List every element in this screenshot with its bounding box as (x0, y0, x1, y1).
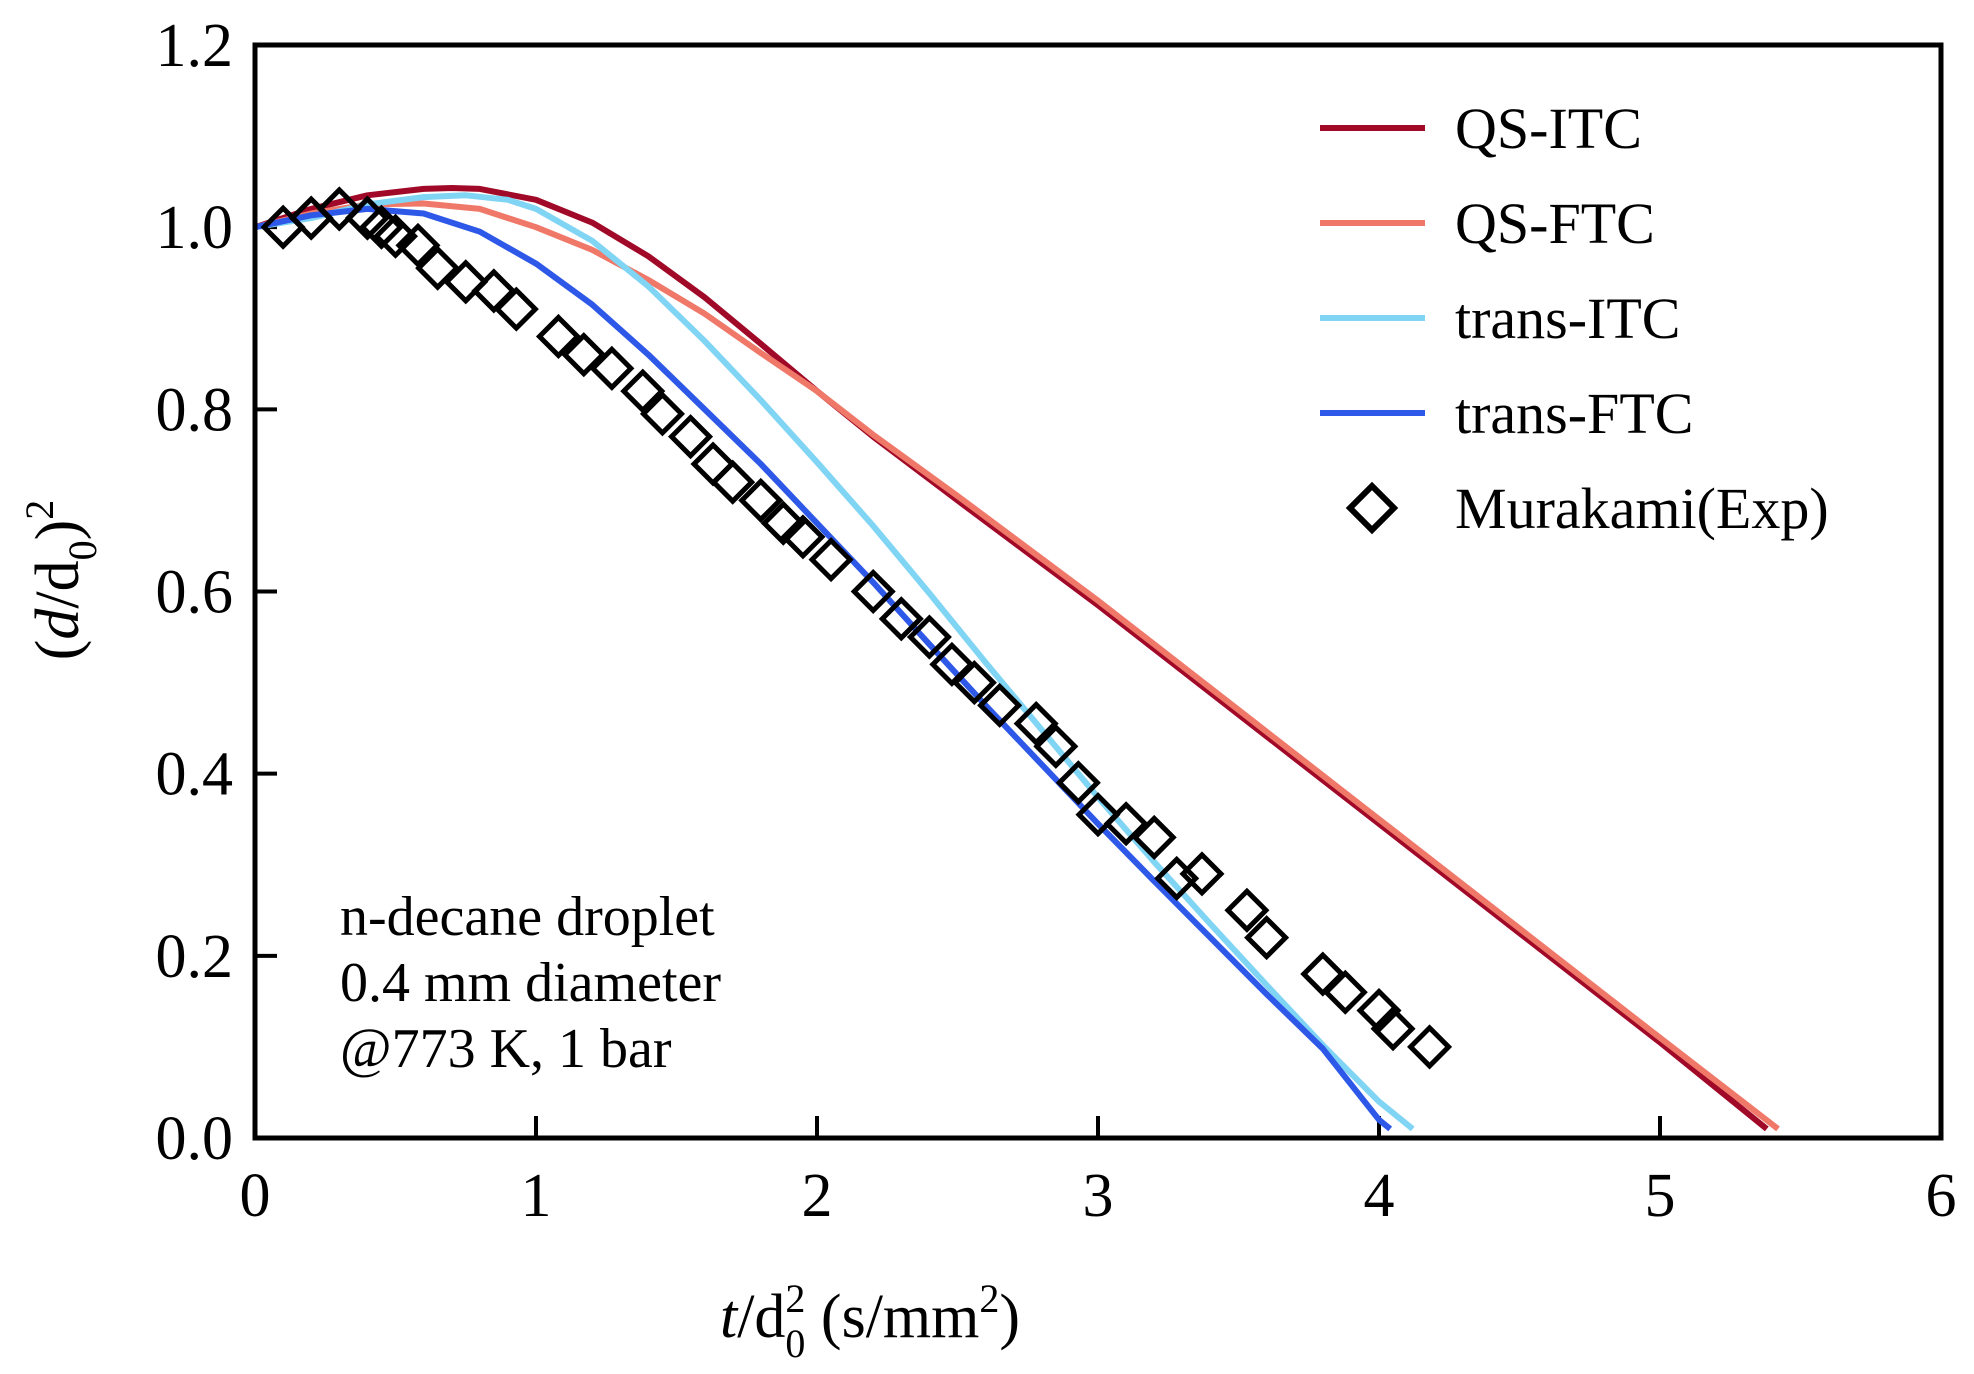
data-point (738, 477, 784, 523)
data-point (493, 286, 539, 332)
series-line-trans-itc (254, 192, 1415, 1132)
y-label-d: d (24, 608, 92, 640)
series-line-qs-ftc (254, 200, 1780, 1132)
y-tick-label: 1.2 (156, 12, 234, 80)
y-label-close: ) (24, 520, 92, 541)
y-label-open: ( (24, 640, 92, 661)
x-label-close: ) (999, 1283, 1020, 1351)
data-point (639, 391, 685, 437)
x-label-sup: 2 (785, 1276, 805, 1321)
x-label-units-sup: 2 (979, 1276, 999, 1321)
annotation-line-3: @773 K, 1 bar (340, 1018, 672, 1080)
data-point (1154, 855, 1200, 901)
y-tick-label: 0.0 (156, 1105, 234, 1173)
x-tick-label: 3 (1083, 1162, 1114, 1230)
data-point (850, 568, 896, 615)
data-point (1103, 801, 1149, 847)
data-point (906, 614, 952, 660)
data-point (1033, 723, 1079, 769)
data-point (1370, 1006, 1416, 1052)
y-axis-label: (d/d0)2 (17, 500, 105, 661)
x-tick-label: 5 (1645, 1162, 1676, 1230)
data-point (316, 186, 362, 232)
x-axis-label: t/d02 (s/mm2) (720, 1276, 1020, 1366)
data-point (589, 345, 635, 391)
data-point (372, 213, 419, 259)
data-point (443, 259, 489, 305)
data-point (878, 596, 924, 642)
data-point (760, 500, 806, 546)
y-tick-label: 1.0 (156, 194, 234, 262)
data-point (1075, 792, 1121, 838)
x-tick-label: 1 (521, 1162, 552, 1230)
y-label-sup: 2 (17, 500, 62, 520)
legend-label-qs-itc: QS-ITC (1455, 96, 1642, 161)
y-tick-label: 0.4 (156, 741, 234, 809)
data-point (1224, 887, 1270, 933)
data-point (1300, 951, 1346, 997)
data-point (1179, 851, 1225, 897)
plot-frame (252, 42, 1944, 1141)
annotation-line-1: n-decane droplet (340, 886, 715, 948)
data-point (668, 414, 714, 460)
data-point (471, 268, 517, 314)
legend-label-trans-ftc: trans-FTC (1455, 381, 1693, 446)
x-tick-label: 2 (802, 1162, 833, 1230)
data-point (415, 245, 461, 291)
data-point (1131, 814, 1177, 860)
x-label-units: (s/mm (805, 1283, 979, 1351)
y-tick-label: 0.8 (156, 376, 234, 444)
annotation-line-2: 0.4 mm diameter (340, 952, 721, 1014)
data-point (780, 514, 826, 560)
legend: QS-ITC QS-FTC trans-ITC trans-FTC Murakami(E… (1320, 96, 1829, 541)
data-point (1356, 987, 1402, 1034)
plot-series (254, 185, 1780, 1132)
data-point (951, 660, 997, 706)
data-point (1055, 760, 1101, 806)
annotation: n-decane droplet 0.4 mm diameter @773 K,… (340, 886, 721, 1080)
data-point (977, 682, 1023, 728)
series-line-qs-itc (254, 185, 1769, 1132)
y-tick-label: 0.2 (156, 923, 234, 991)
data-point (535, 313, 582, 360)
data-point (690, 441, 736, 487)
data-point (929, 641, 975, 687)
legend-swatch-murakami-exp (1345, 481, 1399, 535)
x-label-sub: 0 (785, 1321, 805, 1366)
x-label-t: t (720, 1283, 739, 1351)
data-point (1244, 915, 1290, 961)
legend-label-murakami-exp: Murakami(Exp) (1455, 476, 1829, 541)
data-point (1407, 1024, 1453, 1070)
data-point (1013, 701, 1059, 747)
x-tick-label: 0 (240, 1162, 271, 1230)
data-point (808, 537, 854, 583)
legend-label-trans-itc: trans-ITC (1455, 286, 1681, 351)
x-tick-label: 6 (1926, 1162, 1957, 1230)
y-label-sub: 0 (60, 540, 105, 560)
axis-ticks: 0 1 2 3 4 5 6 0.0 0.2 0.4 0.6 0.8 1.0 1.2 (156, 12, 1957, 1230)
x-tick-label: 4 (1364, 1162, 1395, 1230)
data-point (1322, 969, 1368, 1015)
data-point (395, 222, 441, 268)
legend-label-qs-ftc: QS-FTC (1455, 191, 1655, 256)
y-label-slash: /d (24, 560, 92, 608)
data-point (710, 459, 756, 505)
data-point (561, 332, 607, 378)
y-tick-label: 0.6 (156, 559, 234, 627)
data-point (620, 368, 666, 414)
x-label-slash: /d (737, 1283, 785, 1351)
